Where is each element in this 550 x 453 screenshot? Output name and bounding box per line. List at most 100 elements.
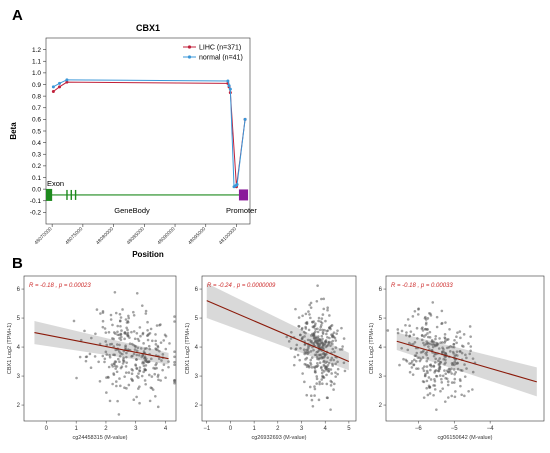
scatter-point: [431, 301, 435, 304]
scatter-point: [101, 354, 105, 358]
scatter-point: [469, 335, 472, 338]
scatter-point: [423, 327, 427, 331]
scatter-point: [306, 338, 310, 342]
y-tick-label: 6: [17, 287, 21, 293]
scatter-point: [318, 344, 321, 348]
scatter-point: [108, 355, 112, 359]
x-tick-label: 48100000: [218, 226, 238, 246]
scatter-point: [334, 339, 338, 342]
scatter-point: [456, 331, 459, 334]
scatter-point: [120, 329, 123, 332]
scatter-point: [307, 310, 310, 313]
scatter-point: [329, 341, 333, 344]
scatter-point: [315, 353, 318, 357]
scatter-point: [142, 370, 145, 374]
scatter-point: [326, 306, 329, 310]
scatter-point: [446, 338, 450, 341]
scatter-point: [407, 341, 411, 345]
scatter-point: [323, 359, 326, 363]
scatter-point: [94, 332, 97, 336]
scatter-point: [310, 366, 314, 369]
scatter-point: [148, 360, 151, 363]
scatter-point: [427, 376, 431, 379]
scatter-point: [115, 384, 118, 388]
scatter-point: [421, 356, 425, 359]
scatter-point: [439, 389, 442, 393]
scatter-plot-cg26932693: −1 0 1 2 3 4 5 2 3 4 5 6 cg26932693 (M-value) CBX1 Lo…: [185, 275, 357, 441]
scatter-point: [320, 340, 323, 343]
scatter-point: [127, 316, 130, 320]
scatter-point: [415, 367, 418, 370]
scatter-point: [162, 363, 166, 366]
scatter-point: [115, 380, 118, 383]
scatter-point: [315, 375, 319, 378]
scatter-point: [437, 359, 440, 363]
scatter-point: [435, 408, 438, 411]
scatter-point: [303, 380, 306, 384]
scatter-point: [148, 373, 151, 377]
scatter-point: [118, 377, 121, 380]
scatter-point: [112, 331, 116, 334]
scatter-point: [297, 316, 301, 319]
scatter-point: [326, 329, 330, 332]
scatter-point: [468, 352, 472, 356]
x-tick-label: 5: [347, 426, 351, 432]
scatter-point: [113, 353, 117, 357]
scatter-point: [124, 344, 127, 347]
scatter-point: [454, 353, 458, 357]
scatter-point: [135, 357, 138, 361]
scatter-point: [432, 384, 435, 387]
scatter-point: [115, 370, 119, 374]
scatter-point: [135, 353, 139, 357]
scatter-point: [321, 375, 325, 379]
scatter-point: [310, 356, 314, 359]
scatter-point: [455, 335, 458, 339]
scatter-point: [434, 337, 437, 341]
y-tick-label: 5: [379, 316, 383, 322]
y-axis-title: CBX1 Log2 (TPM+1): [185, 323, 191, 374]
scatter-point: [452, 368, 456, 371]
scatter-point: [330, 372, 333, 375]
scatter-point: [135, 331, 139, 335]
exon-block: [66, 189, 68, 200]
scatter-point: [127, 371, 131, 374]
scatter-point: [406, 318, 410, 321]
scatter-point: [124, 365, 128, 368]
scatter-point: [342, 361, 346, 365]
scatter-point: [83, 329, 86, 333]
scatter-point: [422, 335, 426, 338]
scatter-point: [155, 366, 158, 370]
scatter-point: [452, 345, 456, 349]
scatter-point: [323, 328, 326, 332]
scatter-point: [125, 326, 128, 330]
scatter-point: [448, 370, 452, 373]
y-tick-label: 3: [379, 374, 383, 380]
scatter-point: [101, 319, 105, 323]
scatter-point: [299, 346, 302, 350]
scatter-point: [119, 366, 123, 370]
scatter-point: [445, 346, 449, 350]
scatter-point: [285, 335, 289, 339]
scatter-point: [90, 336, 93, 340]
scatter-point: [413, 340, 417, 344]
scatter-point: [444, 361, 447, 364]
scatter-point: [123, 375, 126, 378]
x-tick-label: 48095000: [187, 226, 207, 246]
scatter-point: [325, 373, 328, 377]
scatter-point: [422, 369, 426, 373]
scatter-point: [307, 346, 310, 350]
plot-area: [45, 37, 251, 225]
scatter-point: [101, 325, 105, 329]
scatter-point: [321, 343, 325, 347]
scatter-point: [434, 352, 438, 356]
scatter-point: [130, 355, 133, 358]
scatter-point: [434, 334, 438, 338]
scatter-point: [316, 355, 319, 359]
scatter-point: [321, 313, 325, 316]
scatter-point: [157, 378, 160, 382]
scatter-point: [319, 346, 323, 350]
scatter-point: [139, 347, 143, 350]
scatter-point: [450, 367, 453, 371]
scatter-point: [98, 380, 102, 383]
scatter-point: [430, 339, 434, 342]
